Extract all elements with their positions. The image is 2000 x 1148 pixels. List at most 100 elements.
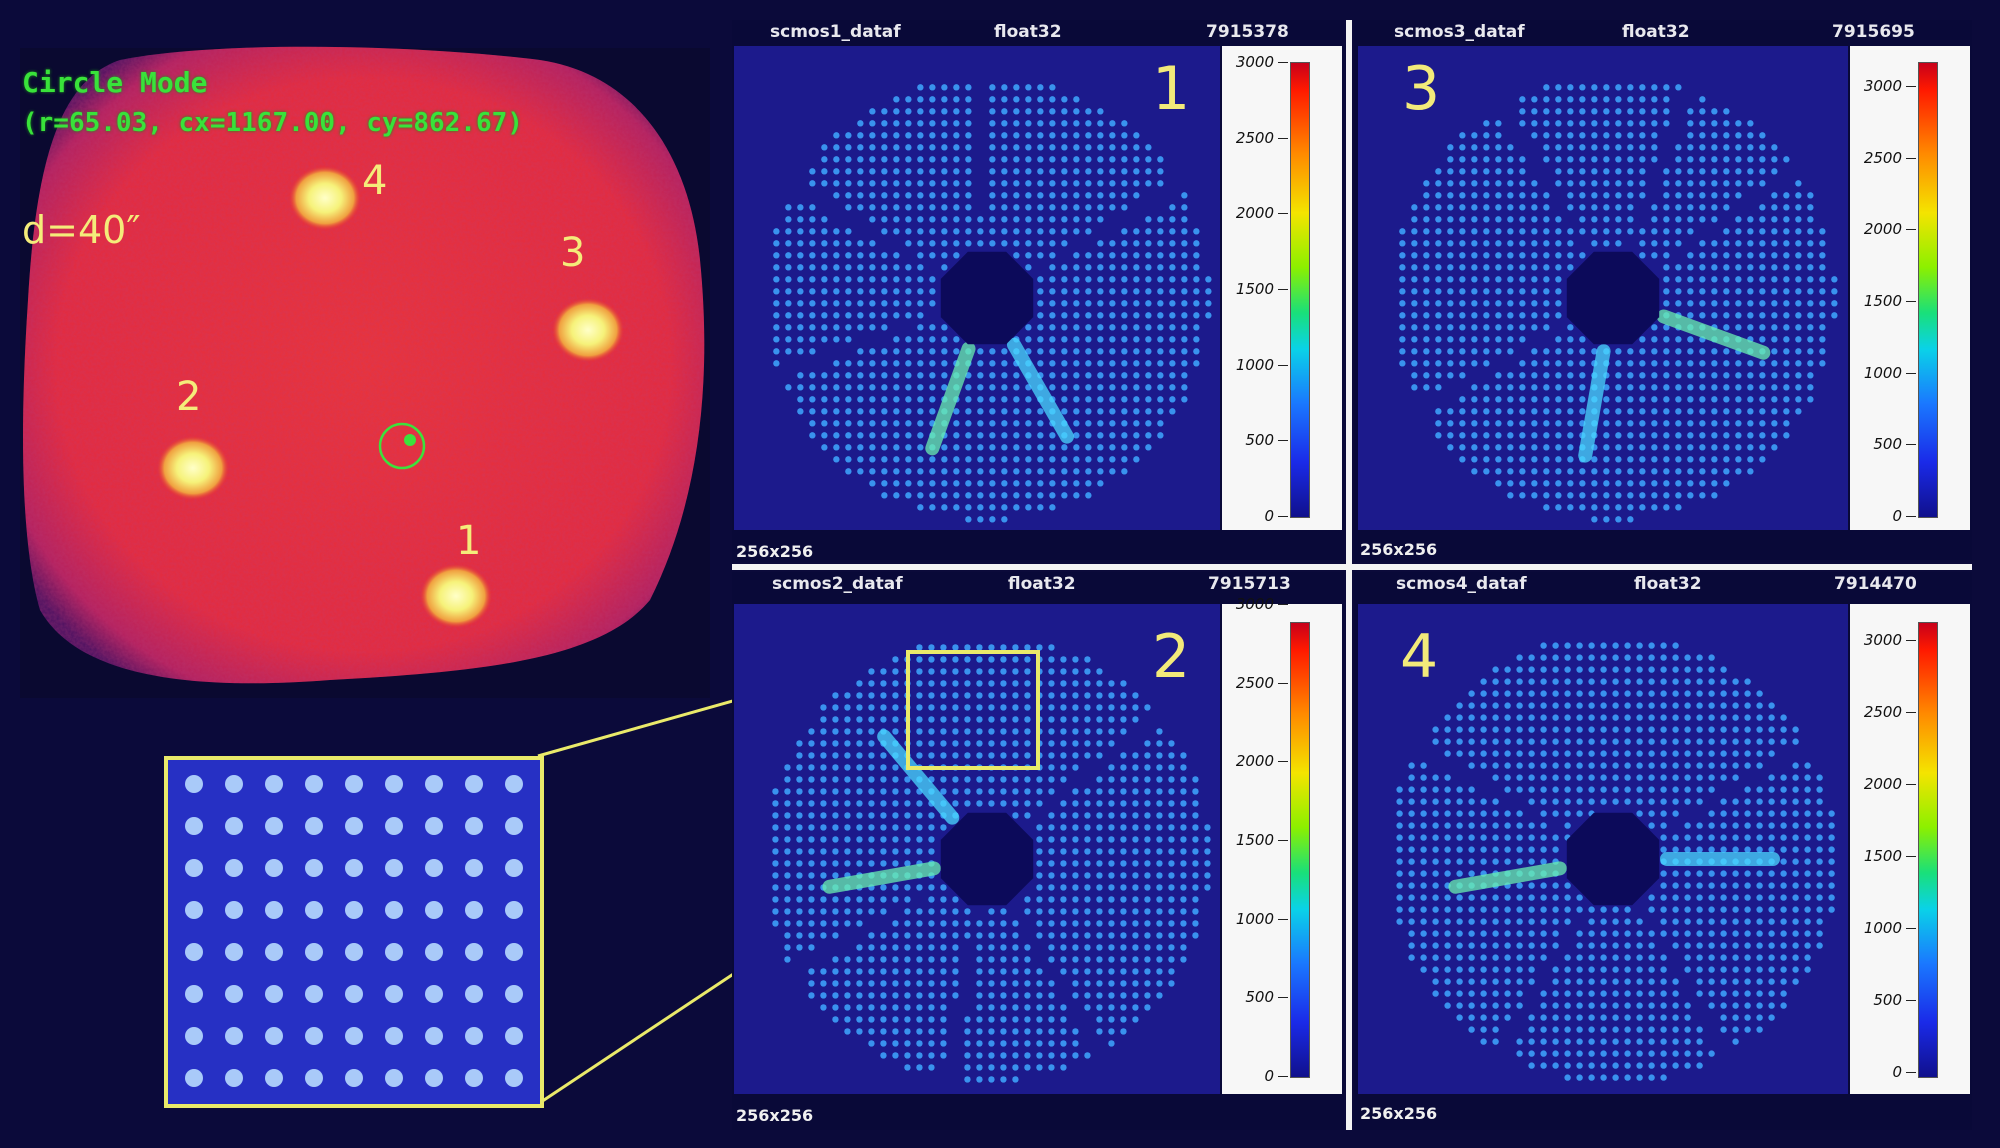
colorbar-tick [1278,440,1288,442]
panel-count: 7915713 [1208,574,1291,594]
colorbar-tick-label: 2500 [1863,703,1902,721]
camera-view: Circle Mode (r=65.03, cx=1167.00, cy=862… [0,0,720,1148]
colorbar-tick [1278,1076,1288,1077]
colorbar-tick-label: 2000 [1863,220,1902,239]
colorbar-tick-label: 2500 [1863,148,1902,167]
colorbar: 3000 2500 2000 1500 1000 500 0 [1850,46,1970,530]
panel-header: scmos3_dataf float32 7915695 [1354,20,1972,46]
panel-count: 7915695 [1832,22,1915,42]
panel-size: 256x256 [736,542,814,561]
colorbar-tick [1278,62,1288,63]
panel-size: 256x256 [736,1106,814,1125]
panel-dtype: float32 [994,22,1062,42]
panel-size: 256x256 [1360,540,1438,559]
mode-params: (r=65.03, cx=1167.00, cy=862.67) [22,108,523,138]
spot-3 [552,298,624,362]
detector-panel-4: scmos4_dataf float32 7914470 4 256x256 3… [1354,572,1972,1130]
colorbar-tick [1906,640,1916,641]
colorbar-tick [1278,840,1288,841]
colorbar-tick-label: 3000 [1863,77,1902,95]
panel-header: scmos4_dataf float32 7914470 [1354,572,1972,598]
detector-panel-1: scmos1_dataf float32 7915378 1 256x256 3… [732,20,1344,562]
spot-2 [157,436,229,500]
colorbar-tick-label: 1500 [1863,847,1902,865]
panel-number: 2 [1152,622,1191,692]
panel-header: scmos2_dataf float32 7915713 [732,572,1344,598]
colorbar-gradient [1290,62,1310,518]
colorbar-tick [1278,761,1288,763]
spot-1 [420,564,492,628]
colorbar-tick-label: 0 [1264,507,1274,525]
colorbar-tick-label: 2500 [1235,673,1274,692]
colorbar-tick-label: 500 [1245,431,1274,450]
colorbar-tick-label: 3000 [1863,631,1902,649]
detector-image [1358,46,1848,530]
center-dot [404,434,416,446]
colorbar-tick [1278,997,1288,999]
panel-name: scmos2_dataf [772,574,903,594]
panel-dtype: float32 [1008,574,1076,594]
center-circle-marker [378,422,426,470]
panel-count: 7914470 [1834,574,1917,594]
colorbar-tick-label: 0 [1892,1063,1902,1081]
panel-name: scmos1_dataf [770,22,901,42]
colorbar-tick-label: 2000 [1863,775,1902,793]
colorbar-tick-label: 2000 [1235,204,1274,223]
colorbar: 3000 2500 2000 1500 1000 500 0 [1850,604,1970,1094]
colorbar-tick [1906,784,1916,785]
panel-dtype: float32 [1634,574,1702,594]
distance-label: d=40″ [22,208,141,252]
panel-count: 7915378 [1206,22,1289,42]
spot-label-3: 3 [560,230,586,276]
panel-dtype: float32 [1622,22,1690,42]
colorbar: 3000 2500 2000 1500 1000 500 0 [1222,595,1342,1094]
zoom-inset [164,756,544,1108]
panel-number: 4 [1400,622,1439,692]
panel-name: scmos4_dataf [1396,574,1527,594]
colorbar-tick-label: 1500 [1235,831,1274,849]
detector-image [1358,604,1848,1094]
colorbar-tick [1906,1000,1916,1001]
panel-number: 3 [1402,54,1441,124]
spot-4 [289,166,361,230]
colorbar: 3000 2500 2000 1500 1000 500 0 [1222,46,1342,530]
colorbar-tick-label: 2500 [1235,128,1274,147]
spot-label-2: 2 [176,374,202,420]
colorbar-tick-label: 0 [1264,1067,1274,1085]
colorbar-tick-label: 500 [1873,991,1902,1009]
colorbar-tick-label: 1500 [1863,292,1902,310]
panel-size: 256x256 [1360,1104,1438,1123]
detector-panel-3: scmos3_dataf float32 7915695 3 256x256 3… [1354,20,1972,562]
colorbar-tick-label: 0 [1892,507,1902,525]
colorbar-tick-label: 3000 [1235,595,1274,613]
colorbar-tick-label: 1000 [1235,355,1274,374]
colorbar-tick [1278,918,1288,920]
colorbar-tick-label: 1000 [1863,363,1902,382]
colorbar-tick [1906,229,1916,231]
colorbar-tick [1906,712,1916,713]
detector-dot-grid [1399,84,1838,523]
detector-image [734,46,1220,530]
detector-panel-2: scmos2_dataf float32 7915713 2 256x256 3… [732,572,1344,1130]
mode-title: Circle Mode [22,66,208,99]
colorbar-tick [1906,444,1916,446]
colorbar-tick-label: 1500 [1235,280,1274,298]
colorbar-tick [1278,682,1288,684]
zoom-inset-dots [185,775,523,1087]
colorbar-tick [1906,856,1916,857]
colorbar-tick [1278,137,1288,139]
colorbar-tick-label: 3000 [1235,53,1274,71]
colorbar-tick [1906,516,1916,517]
colorbar-tick-label: 1000 [1863,919,1902,937]
colorbar-tick [1278,604,1288,605]
colorbar-tick [1906,372,1916,374]
panel-divider-horizontal [732,564,1972,570]
detector-dot-grid [1396,642,1835,1081]
colorbar-gradient [1918,622,1938,1078]
colorbar-tick [1278,516,1288,517]
panel-divider-vertical [1346,20,1352,1130]
colorbar-tick [1906,928,1916,929]
panel-header: scmos1_dataf float32 7915378 [732,20,1344,46]
colorbar-tick [1906,86,1916,87]
colorbar-tick [1906,301,1916,302]
